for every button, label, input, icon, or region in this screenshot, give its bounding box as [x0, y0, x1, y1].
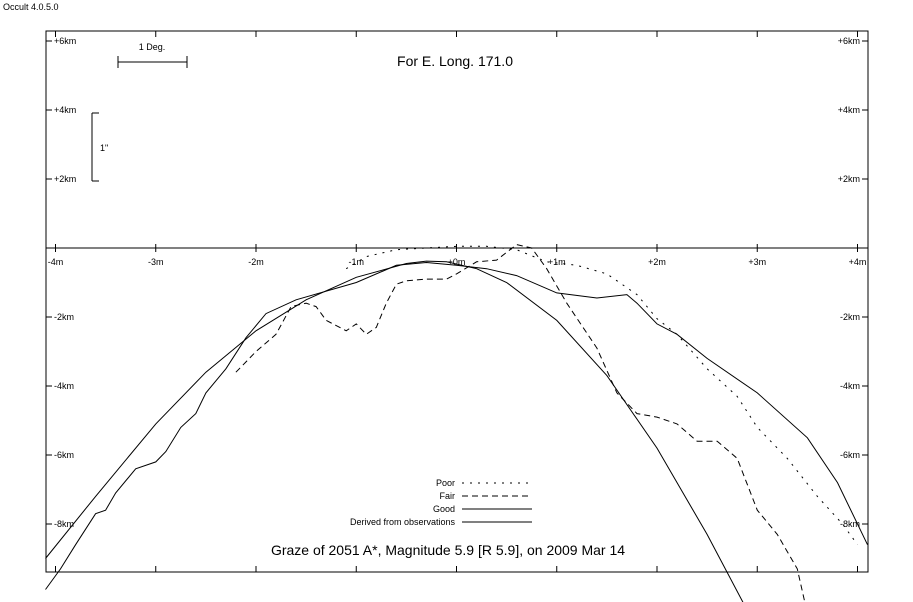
legend-label-poor: Poor — [436, 478, 455, 488]
x-tick-label: +4m — [849, 257, 867, 267]
series-line-good — [45, 261, 868, 590]
chart-subtitle: For E. Long. 171.0 — [397, 53, 513, 69]
arcsec-scale-bar: 1" — [91, 112, 108, 182]
y-tick-label-left: -4km — [54, 381, 74, 391]
y-tick-label-left: +2km — [54, 174, 76, 184]
y-tick-label-right: +6km — [838, 36, 860, 46]
x-tick-label: +3m — [748, 257, 766, 267]
x-tick-label: +1m — [548, 257, 566, 267]
legend-label-good: Good — [433, 504, 455, 514]
y-tick-label-right: -6km — [840, 450, 860, 460]
series-group — [45, 244, 868, 602]
x-tick-label: -3m — [148, 257, 164, 267]
x-tick-label: -2m — [248, 257, 264, 267]
x-tick-label: -1m — [349, 257, 365, 267]
app-version-label: Occult 4.0.5.0 — [3, 2, 59, 12]
y-tick-label-right: -8km — [840, 519, 860, 529]
y-tick-label-left: -6km — [54, 450, 74, 460]
legend-label-derived: Derived from observations — [350, 517, 456, 527]
arcsec-scale-label: 1" — [100, 143, 108, 153]
x-tick-label: -4m — [48, 257, 64, 267]
axis-ticks: -4m -3m -2m -1m +0m +1m +2m +3m +4m +6km +6km +4km +… — [46, 31, 868, 572]
y-tick-label-right: +4km — [838, 105, 860, 115]
x-tick-label: +2m — [648, 257, 666, 267]
series-line-poor — [345, 245, 858, 545]
y-tick-label-left: -2km — [54, 312, 74, 322]
chart-title: Graze of 2051 A*, Magnitude 5.9 [R 5.9],… — [271, 542, 625, 558]
y-tick-label-left: -8km — [54, 519, 74, 529]
y-tick-label-left: +4km — [54, 105, 76, 115]
legend-label-fair: Fair — [440, 491, 456, 501]
plot-frame — [45, 30, 869, 573]
y-tick-label-right: +2km — [838, 174, 860, 184]
degree-scale-label: 1 Deg. — [139, 42, 166, 52]
degree-scale-bar: 1 Deg. — [117, 42, 188, 68]
y-tick-label-right: -2km — [840, 312, 860, 322]
y-tick-label-right: -4km — [840, 381, 860, 391]
legend: Poor Fair Good Derived from observations — [350, 478, 532, 527]
x-tick-label: +0m — [448, 257, 466, 267]
y-tick-label-left: +6km — [54, 36, 76, 46]
series-line-fair — [235, 244, 806, 602]
